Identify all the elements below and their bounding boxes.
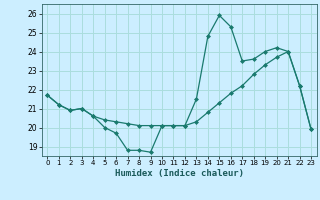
X-axis label: Humidex (Indice chaleur): Humidex (Indice chaleur) xyxy=(115,169,244,178)
